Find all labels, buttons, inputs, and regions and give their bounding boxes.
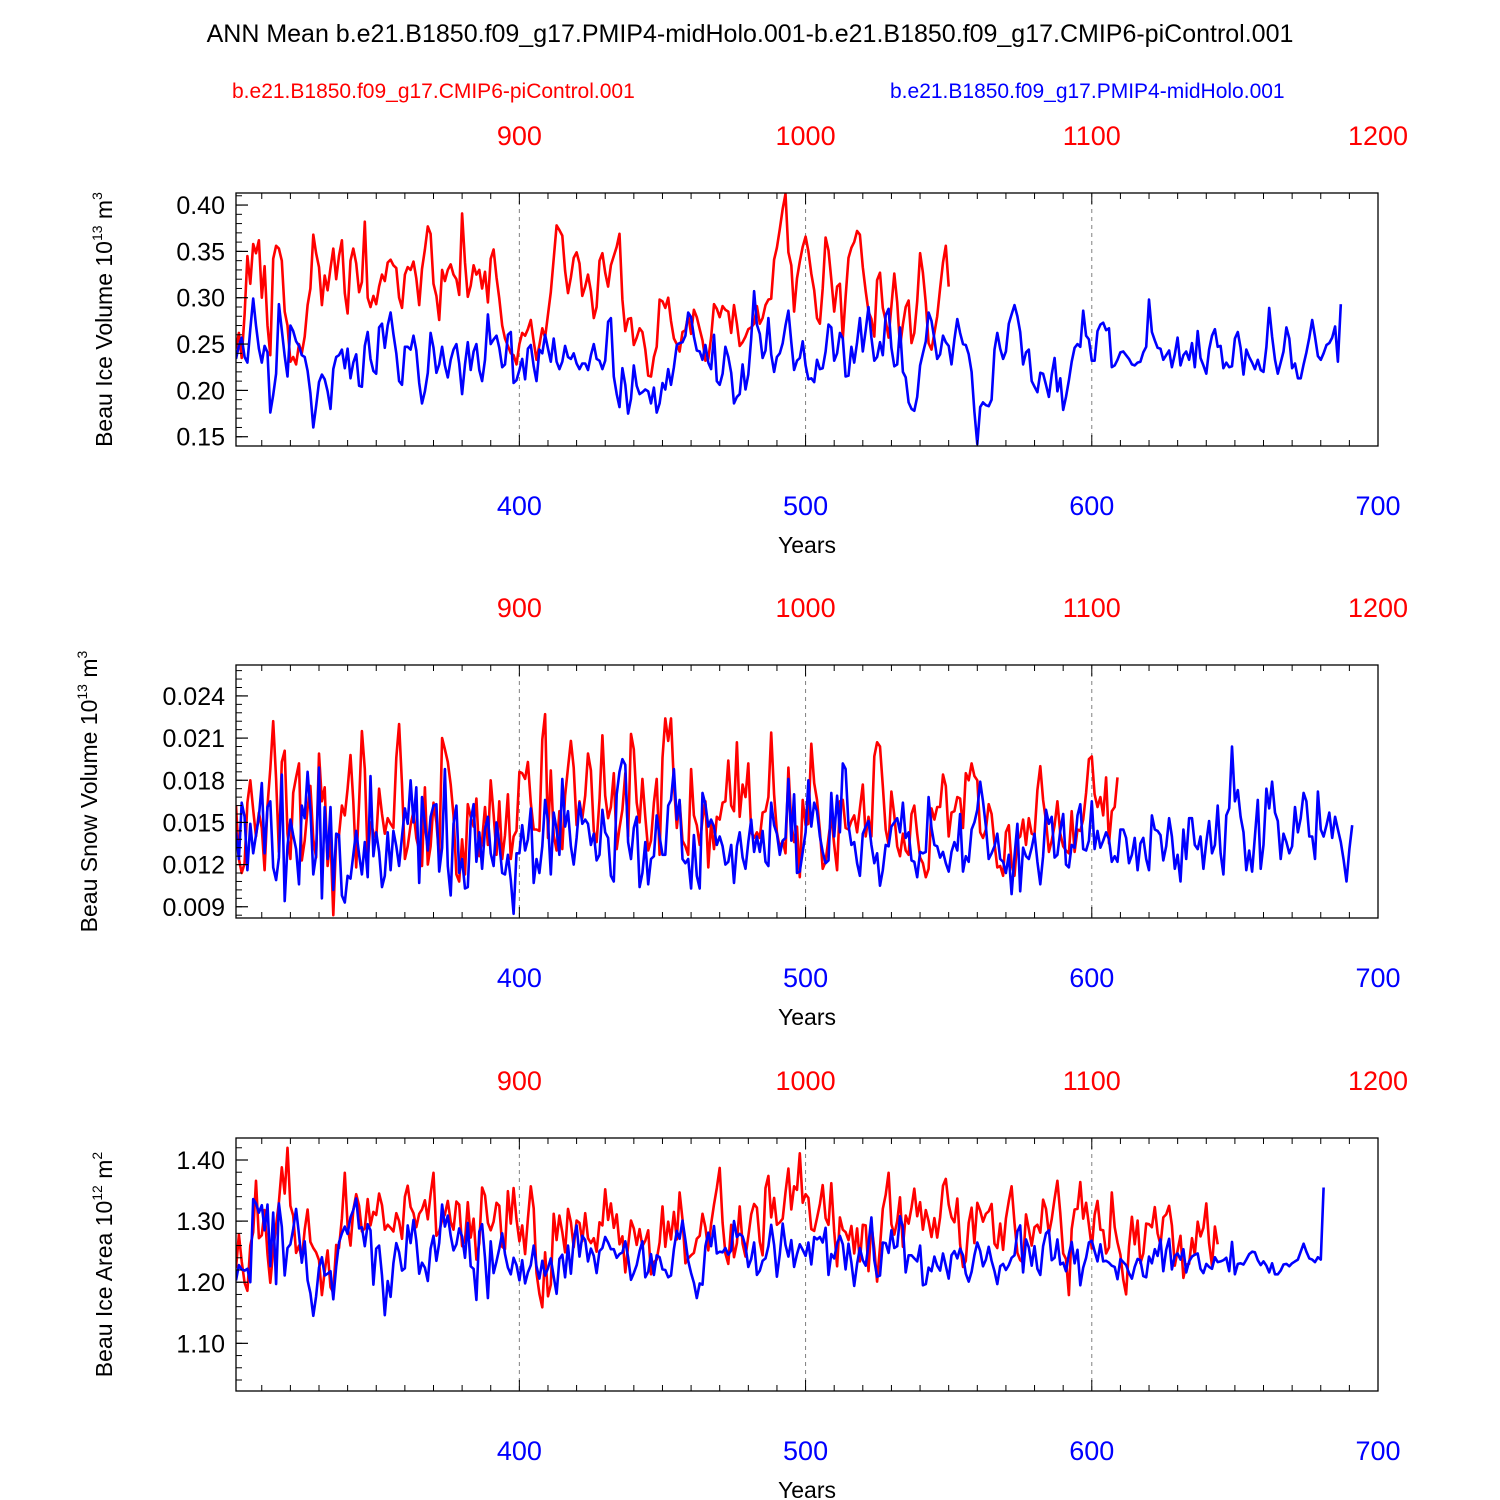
series-group (236, 1146, 1325, 1318)
y-tick-label: 0.30 (176, 285, 225, 313)
series-line-picontrol (236, 712, 1119, 917)
y-tick-label: 1.20 (176, 1269, 225, 1297)
y-axis-label: Beau Ice Volume 1013 m3 (89, 192, 117, 447)
x-bottom-tick-label: 600 (1069, 963, 1114, 993)
series-line-midholo (236, 289, 1343, 446)
series-line-picontrol (236, 1146, 1219, 1309)
chart-title: ANN Mean b.e21.B1850.f09_g17.PMIP4-midHo… (206, 20, 1294, 48)
plot-frame (235, 1137, 1379, 1392)
y-tick-label: 0.009 (162, 894, 225, 922)
x-bottom-tick-label: 600 (1069, 1436, 1114, 1466)
y-tick-label: 1.40 (176, 1147, 225, 1175)
x-bottom-tick-label: 400 (497, 1436, 542, 1466)
x-bottom-tick-label: 700 (1355, 491, 1400, 521)
panel-3: 1.10 1.20 1.30 1.40 900 1000 1100 1200 400 500 600… (89, 1066, 1408, 1500)
x-axis-label: Years (778, 532, 836, 558)
x-top-tick-label: 1000 (776, 593, 836, 623)
y-tick-label: 1.10 (176, 1330, 225, 1358)
series-line-midholo (236, 1187, 1325, 1318)
x-top-tick-label: 1200 (1348, 1066, 1408, 1096)
x-top-tick-label: 1000 (776, 121, 836, 151)
y-tick-label: 0.15 (176, 424, 225, 452)
y-tick-label: 0.20 (176, 377, 225, 405)
y-tick-label: 0.015 (162, 809, 225, 837)
x-top-tick-label: 900 (497, 121, 542, 151)
x-top-tick-label: 900 (497, 1066, 542, 1096)
y-tick-label: 0.021 (162, 725, 225, 753)
y-axis-label: Beau Ice Area 1012 m2 (89, 1152, 117, 1378)
plot-frame (235, 664, 1379, 919)
x-top-tick-label: 1200 (1348, 593, 1408, 623)
x-top-tick-label: 1100 (1063, 593, 1121, 623)
x-top-tick-label: 900 (497, 593, 542, 623)
x-bottom-tick-label: 700 (1355, 963, 1400, 993)
legend-midholo: b.e21.B1850.f09_g17.PMIP4-midHolo.001 (890, 80, 1285, 103)
series-group (236, 193, 1343, 446)
x-axis-label: Years (778, 1477, 836, 1500)
y-tick-label: 0.024 (162, 683, 225, 711)
x-top-tick-label: 1200 (1348, 121, 1408, 151)
panel-2: 0.009 0.012 0.015 0.018 0.021 0.024 900 1000 110… (74, 593, 1408, 1030)
plot-frame (235, 192, 1379, 447)
panel-1: 0.15 0.20 0.25 0.30 0.35 0.40 900 1000 1100 1200 4… (89, 121, 1408, 558)
legend-picontrol: b.e21.B1850.f09_g17.CMIP6-piControl.001 (232, 80, 635, 103)
x-top-tick-label: 1100 (1063, 1066, 1121, 1096)
x-top-tick-label: 1000 (776, 1066, 836, 1096)
series-line-midholo (236, 745, 1354, 916)
y-tick-label: 0.40 (176, 192, 225, 220)
y-tick-label: 0.25 (176, 331, 225, 359)
x-bottom-tick-label: 400 (497, 491, 542, 521)
x-bottom-tick-label: 500 (783, 1436, 828, 1466)
x-bottom-tick-label: 500 (783, 491, 828, 521)
x-bottom-tick-label: 700 (1355, 1436, 1400, 1466)
y-tick-label: 1.30 (176, 1208, 225, 1236)
x-bottom-tick-label: 400 (497, 963, 542, 993)
y-tick-label: 0.012 (162, 852, 225, 880)
x-bottom-tick-label: 600 (1069, 491, 1114, 521)
y-tick-label: 0.018 (162, 767, 225, 795)
y-axis-label: Beau Snow Volume 1013 m3 (74, 650, 102, 932)
x-axis-label: Years (778, 1004, 836, 1030)
x-bottom-tick-label: 500 (783, 963, 828, 993)
series-line-picontrol (236, 193, 950, 378)
y-tick-label: 0.35 (176, 238, 225, 266)
series-group (236, 712, 1354, 917)
x-top-tick-label: 1100 (1063, 121, 1121, 151)
